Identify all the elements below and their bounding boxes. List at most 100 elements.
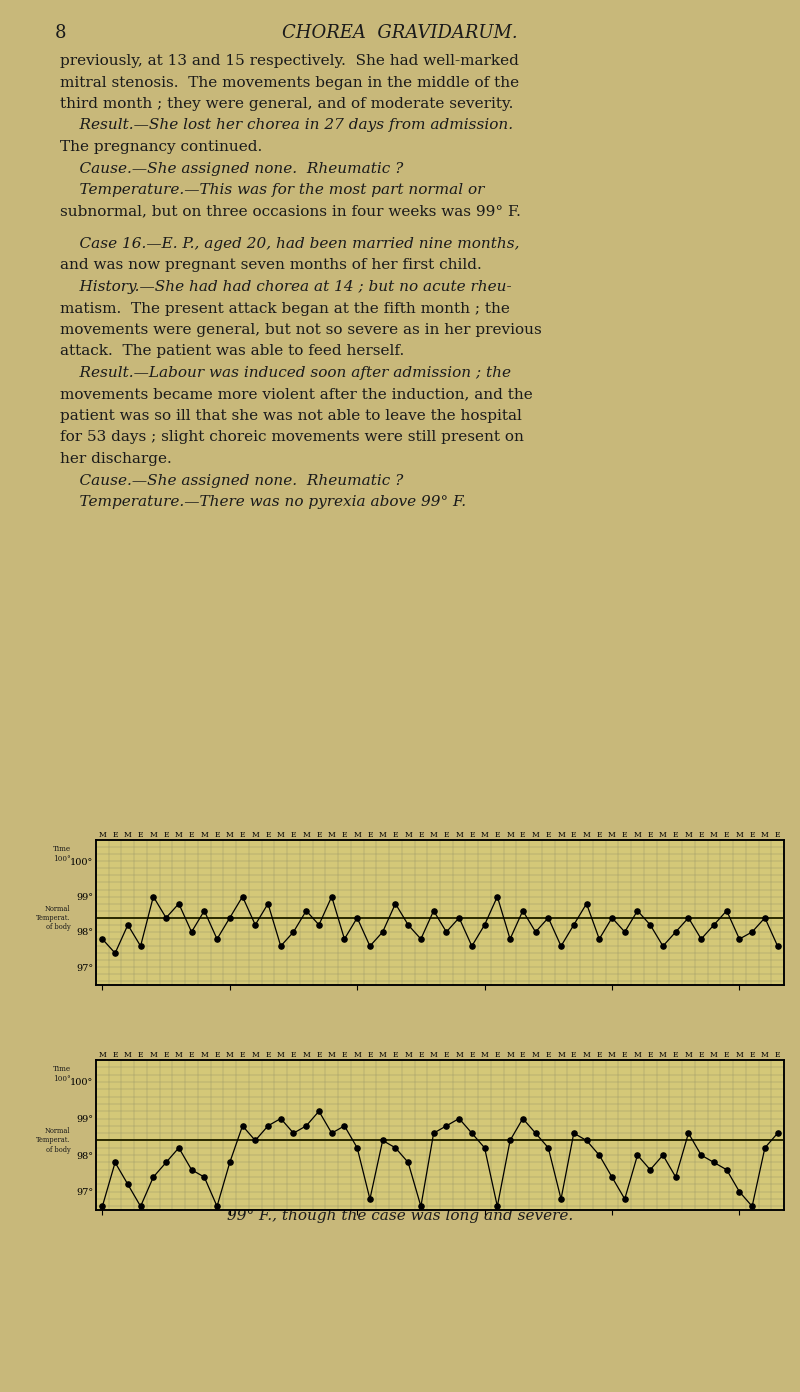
Point xyxy=(567,913,580,935)
Point xyxy=(720,899,733,922)
Point xyxy=(376,1129,389,1151)
Point xyxy=(185,1158,198,1180)
Point xyxy=(198,1166,210,1189)
Text: Temperature.—This was for the most part normal or: Temperature.—This was for the most part … xyxy=(60,182,484,198)
Text: subnormal, but on three occasions in four weeks was 99° F.: subnormal, but on three occasions in fou… xyxy=(60,205,521,219)
Point xyxy=(122,1173,134,1196)
Point xyxy=(504,1129,517,1151)
Point xyxy=(262,892,274,915)
Point xyxy=(249,1129,262,1151)
Text: previously, at 13 and 15 respectively.  She had well-marked: previously, at 13 and 15 respectively. S… xyxy=(60,54,519,68)
Point xyxy=(720,1158,733,1180)
Point xyxy=(758,1137,771,1160)
Point xyxy=(185,922,198,944)
Text: Case 16.—E. P., aged 20, had been married nine months,: Case 16.—E. P., aged 20, had been marrie… xyxy=(60,237,519,251)
Point xyxy=(134,935,147,958)
Point xyxy=(223,906,236,928)
Point xyxy=(313,913,326,935)
Point xyxy=(618,922,631,944)
Point xyxy=(96,928,109,951)
Point xyxy=(593,928,606,951)
Point xyxy=(109,1151,122,1173)
Point xyxy=(300,1115,313,1137)
Point xyxy=(160,1151,173,1173)
Point xyxy=(453,906,466,928)
Point xyxy=(160,906,173,928)
Point xyxy=(402,1151,414,1173)
Text: and was now pregnant seven months of her first child.: and was now pregnant seven months of her… xyxy=(60,259,482,273)
Point xyxy=(350,906,363,928)
Point xyxy=(440,1115,453,1137)
Text: movements were general, but not so severe as in her previous: movements were general, but not so sever… xyxy=(60,323,542,337)
Point xyxy=(96,1196,109,1218)
Point xyxy=(440,922,453,944)
Point xyxy=(262,1115,274,1137)
Text: Cause.—She assigned none.  Rheumatic ?: Cause.—She assigned none. Rheumatic ? xyxy=(60,161,403,175)
Point xyxy=(326,1122,338,1144)
Point xyxy=(593,1144,606,1166)
Point xyxy=(427,899,440,922)
Point xyxy=(504,928,517,951)
Point xyxy=(300,899,313,922)
Point xyxy=(389,892,402,915)
Text: matism.  The present attack began at the fifth month ; the: matism. The present attack began at the … xyxy=(60,302,510,316)
Point xyxy=(682,1122,695,1144)
Point xyxy=(173,1137,186,1160)
Point xyxy=(670,922,682,944)
Point xyxy=(517,1108,530,1130)
Point xyxy=(249,913,262,935)
Text: attack.  The patient was able to feed herself.: attack. The patient was able to feed her… xyxy=(60,344,404,359)
Point xyxy=(644,913,657,935)
Point xyxy=(733,1180,746,1203)
Text: Result.—Labour was induced soon after admission ; the: Result.—Labour was induced soon after ad… xyxy=(60,366,511,380)
Text: third month ; they were general, and of moderate severity.: third month ; they were general, and of … xyxy=(60,97,514,111)
Point xyxy=(517,899,530,922)
Text: patient was so ill that she was not able to leave the hospital: patient was so ill that she was not able… xyxy=(60,409,522,423)
Point xyxy=(350,1137,363,1160)
Point xyxy=(210,928,223,951)
Point xyxy=(580,892,593,915)
Point xyxy=(771,935,784,958)
Point xyxy=(580,1129,593,1151)
Point xyxy=(274,935,287,958)
Point xyxy=(173,892,186,915)
Point xyxy=(631,899,644,922)
Point xyxy=(478,913,491,935)
Text: Result.—She lost her chorea in 27 days from admission.: Result.—She lost her chorea in 27 days f… xyxy=(60,118,513,132)
Point xyxy=(376,922,389,944)
Point xyxy=(682,906,695,928)
Point xyxy=(198,899,210,922)
Point xyxy=(746,922,758,944)
Text: Fig. 1.  Temperature chart of Case 16, showing absence of pyrexia above: Fig. 1. Temperature chart of Case 16, sh… xyxy=(117,1187,683,1201)
Point xyxy=(491,885,504,908)
Point xyxy=(402,913,414,935)
Point xyxy=(707,1151,720,1173)
Point xyxy=(529,922,542,944)
Text: CHOREA  GRAVIDARUM.: CHOREA GRAVIDARUM. xyxy=(282,24,518,42)
Point xyxy=(606,906,618,928)
Point xyxy=(694,928,707,951)
Point xyxy=(542,1137,554,1160)
Text: Time
100°: Time 100° xyxy=(52,845,70,863)
Point xyxy=(223,1151,236,1173)
Point xyxy=(122,913,134,935)
Point xyxy=(657,1144,670,1166)
Point xyxy=(707,913,720,935)
Point xyxy=(287,922,300,944)
Text: Cause.—She assigned none.  Rheumatic ?: Cause.—She assigned none. Rheumatic ? xyxy=(60,473,403,487)
Point xyxy=(694,1144,707,1166)
Point xyxy=(491,1196,504,1218)
Point xyxy=(478,1137,491,1160)
Point xyxy=(606,1166,618,1189)
Point xyxy=(338,928,351,951)
Point xyxy=(567,1122,580,1144)
Text: Temperature.—There was no pyrexia above 99° F.: Temperature.—There was no pyrexia above … xyxy=(60,496,466,509)
Point xyxy=(644,1158,657,1180)
Point xyxy=(363,1187,376,1210)
Point xyxy=(657,935,670,958)
Point xyxy=(542,906,554,928)
Text: Normal
Temperat.
of body: Normal Temperat. of body xyxy=(36,905,70,931)
Point xyxy=(109,942,122,965)
Point xyxy=(287,1122,300,1144)
Point xyxy=(758,906,771,928)
